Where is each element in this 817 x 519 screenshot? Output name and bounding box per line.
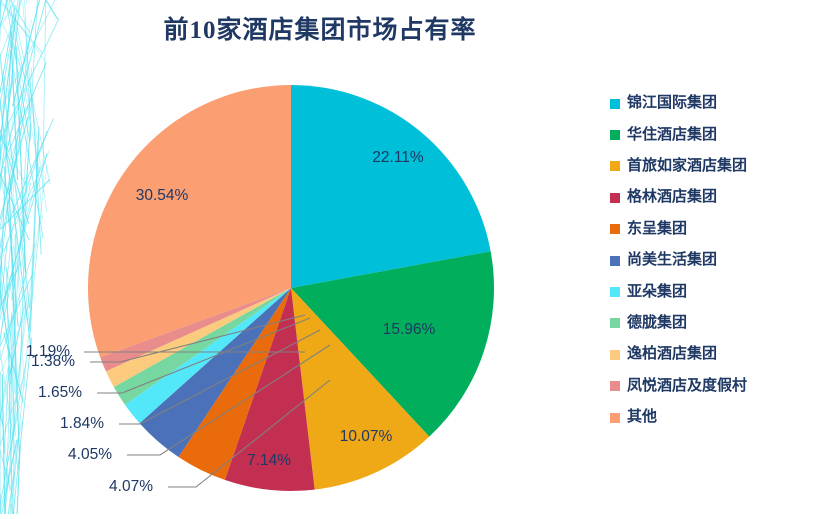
legend-item[interactable]: 格林酒店集团	[610, 182, 815, 213]
legend-item[interactable]: 德胧集团	[610, 308, 815, 339]
legend-item-label: 尚美生活集团	[627, 253, 717, 268]
legend-item-label: 德胧集团	[627, 316, 687, 331]
slice-value-label: 7.14%	[247, 452, 291, 470]
legend-color-swatch	[610, 193, 620, 203]
chart-legend: 锦江国际集团华住酒店集团首旅如家酒店集团格林酒店集团东呈集团尚美生活集团亚朵集团…	[610, 88, 815, 433]
slice-callout-label: 4.07%	[109, 478, 153, 496]
legend-color-swatch	[610, 318, 620, 328]
legend-color-swatch	[610, 287, 620, 297]
legend-item[interactable]: 尚美生活集团	[610, 245, 815, 276]
legend-color-swatch	[610, 381, 620, 391]
legend-color-swatch	[610, 161, 620, 171]
legend-item-label: 亚朵集团	[627, 285, 687, 300]
legend-color-swatch	[610, 413, 620, 423]
pie-slices-group: 锦江国际集团 22.11%华住酒店集团 15.96%首旅如家酒店集团 10.07…	[0, 0, 600, 514]
legend-item[interactable]: 东呈集团	[610, 214, 815, 245]
legend-item-label: 其他	[627, 410, 657, 425]
legend-color-swatch	[610, 130, 620, 140]
legend-color-swatch	[610, 99, 620, 109]
slice-callout-label: 1.84%	[60, 415, 104, 433]
legend-item-label: 华住酒店集团	[627, 128, 717, 143]
legend-item[interactable]: 凤悦酒店及度假村	[610, 371, 815, 402]
legend-item-label: 格林酒店集团	[627, 190, 717, 205]
slice-value-label: 30.54%	[136, 187, 189, 205]
legend-item-label: 首旅如家酒店集团	[627, 159, 747, 174]
legend-item-label: 东呈集团	[627, 222, 687, 237]
legend-item-label: 锦江国际集团	[627, 96, 717, 111]
legend-item[interactable]: 首旅如家酒店集团	[610, 151, 815, 182]
legend-item-label: 逸柏酒店集团	[627, 347, 717, 362]
legend-item[interactable]: 其他	[610, 402, 815, 433]
legend-color-swatch	[610, 224, 620, 234]
slice-callout-label: 4.05%	[68, 446, 112, 464]
legend-item[interactable]: 逸柏酒店集团	[610, 339, 815, 370]
legend-item[interactable]: 亚朵集团	[610, 276, 815, 307]
slice-value-label: 22.11%	[372, 149, 423, 167]
legend-item[interactable]: 锦江国际集团	[610, 88, 815, 119]
slice-callout-label: 1.19%	[26, 343, 70, 361]
slice-value-label: 15.96%	[383, 321, 436, 339]
slice-callout-label: 1.65%	[38, 384, 82, 402]
legend-color-swatch	[610, 350, 620, 360]
legend-item-label: 凤悦酒店及度假村	[627, 379, 747, 394]
pie-chart: 锦江国际集团 22.11%华住酒店集团 15.96%首旅如家酒店集团 10.07…	[0, 0, 600, 514]
legend-item[interactable]: 华住酒店集团	[610, 119, 815, 150]
slice-value-label: 10.07%	[340, 428, 393, 446]
legend-color-swatch	[610, 256, 620, 266]
